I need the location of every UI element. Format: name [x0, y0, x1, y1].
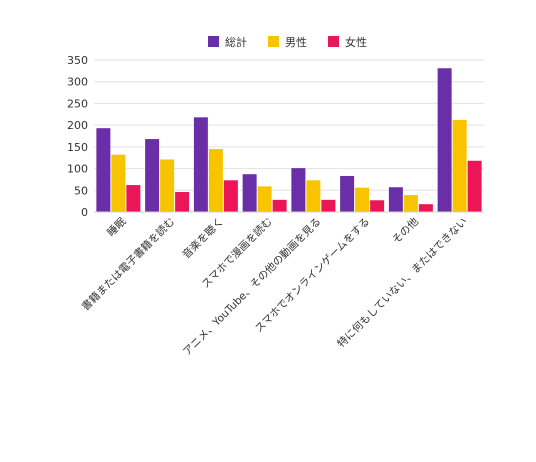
legend-label: 女性 [345, 35, 367, 49]
y-tick-label: 250 [67, 97, 88, 110]
legend-swatch [208, 36, 219, 47]
y-tick-label: 350 [67, 54, 88, 67]
bar-1-2 [145, 139, 160, 212]
y-axis: 0 50 100 150 200 250 300 350 [67, 54, 484, 219]
bar-3-6 [370, 200, 385, 212]
legend-swatch [268, 36, 279, 47]
legend-label: 男性 [285, 35, 307, 49]
y-tick-label: 50 [74, 184, 88, 197]
legend: 総計 男性 女性 [208, 35, 367, 49]
bar-3-4 [272, 199, 287, 212]
bar-2-5 [306, 180, 321, 212]
bar-1-3 [193, 117, 208, 212]
bar-3-8 [467, 160, 482, 212]
bar-3-3 [223, 180, 238, 212]
legend-label: 総計 [225, 35, 247, 49]
bar-3-2 [175, 192, 190, 212]
bar-2-7 [403, 195, 418, 212]
bar-2-4 [257, 186, 272, 212]
bar-1-7 [388, 187, 403, 212]
y-tick-label: 200 [67, 119, 88, 132]
bar-2-6 [355, 187, 370, 212]
category-label: 書籍または電子書籍を読む [79, 215, 177, 313]
bar-3-1 [126, 185, 141, 212]
y-tick-label: 150 [67, 141, 88, 154]
bar-1-1 [96, 128, 111, 212]
legend-swatch [328, 36, 339, 47]
bar-2-3 [208, 149, 223, 212]
bars [96, 68, 482, 212]
bar-1-5 [291, 168, 306, 212]
category-label: その他 [390, 215, 422, 247]
bar-2-1 [111, 154, 126, 212]
bar-2-2 [160, 159, 175, 212]
category-label: 音楽を聴く [180, 215, 226, 261]
bar-1-8 [437, 68, 452, 212]
bar-2-8 [452, 119, 467, 212]
y-tick-label: 0 [81, 206, 88, 219]
bar-1-6 [340, 175, 355, 212]
bar-3-7 [418, 204, 433, 212]
y-tick-label: 300 [67, 76, 88, 89]
y-tick-label: 100 [67, 163, 88, 176]
category-label: 睡眠 [104, 215, 128, 239]
bar-1-4 [242, 174, 257, 212]
bar-3-5 [321, 199, 336, 212]
